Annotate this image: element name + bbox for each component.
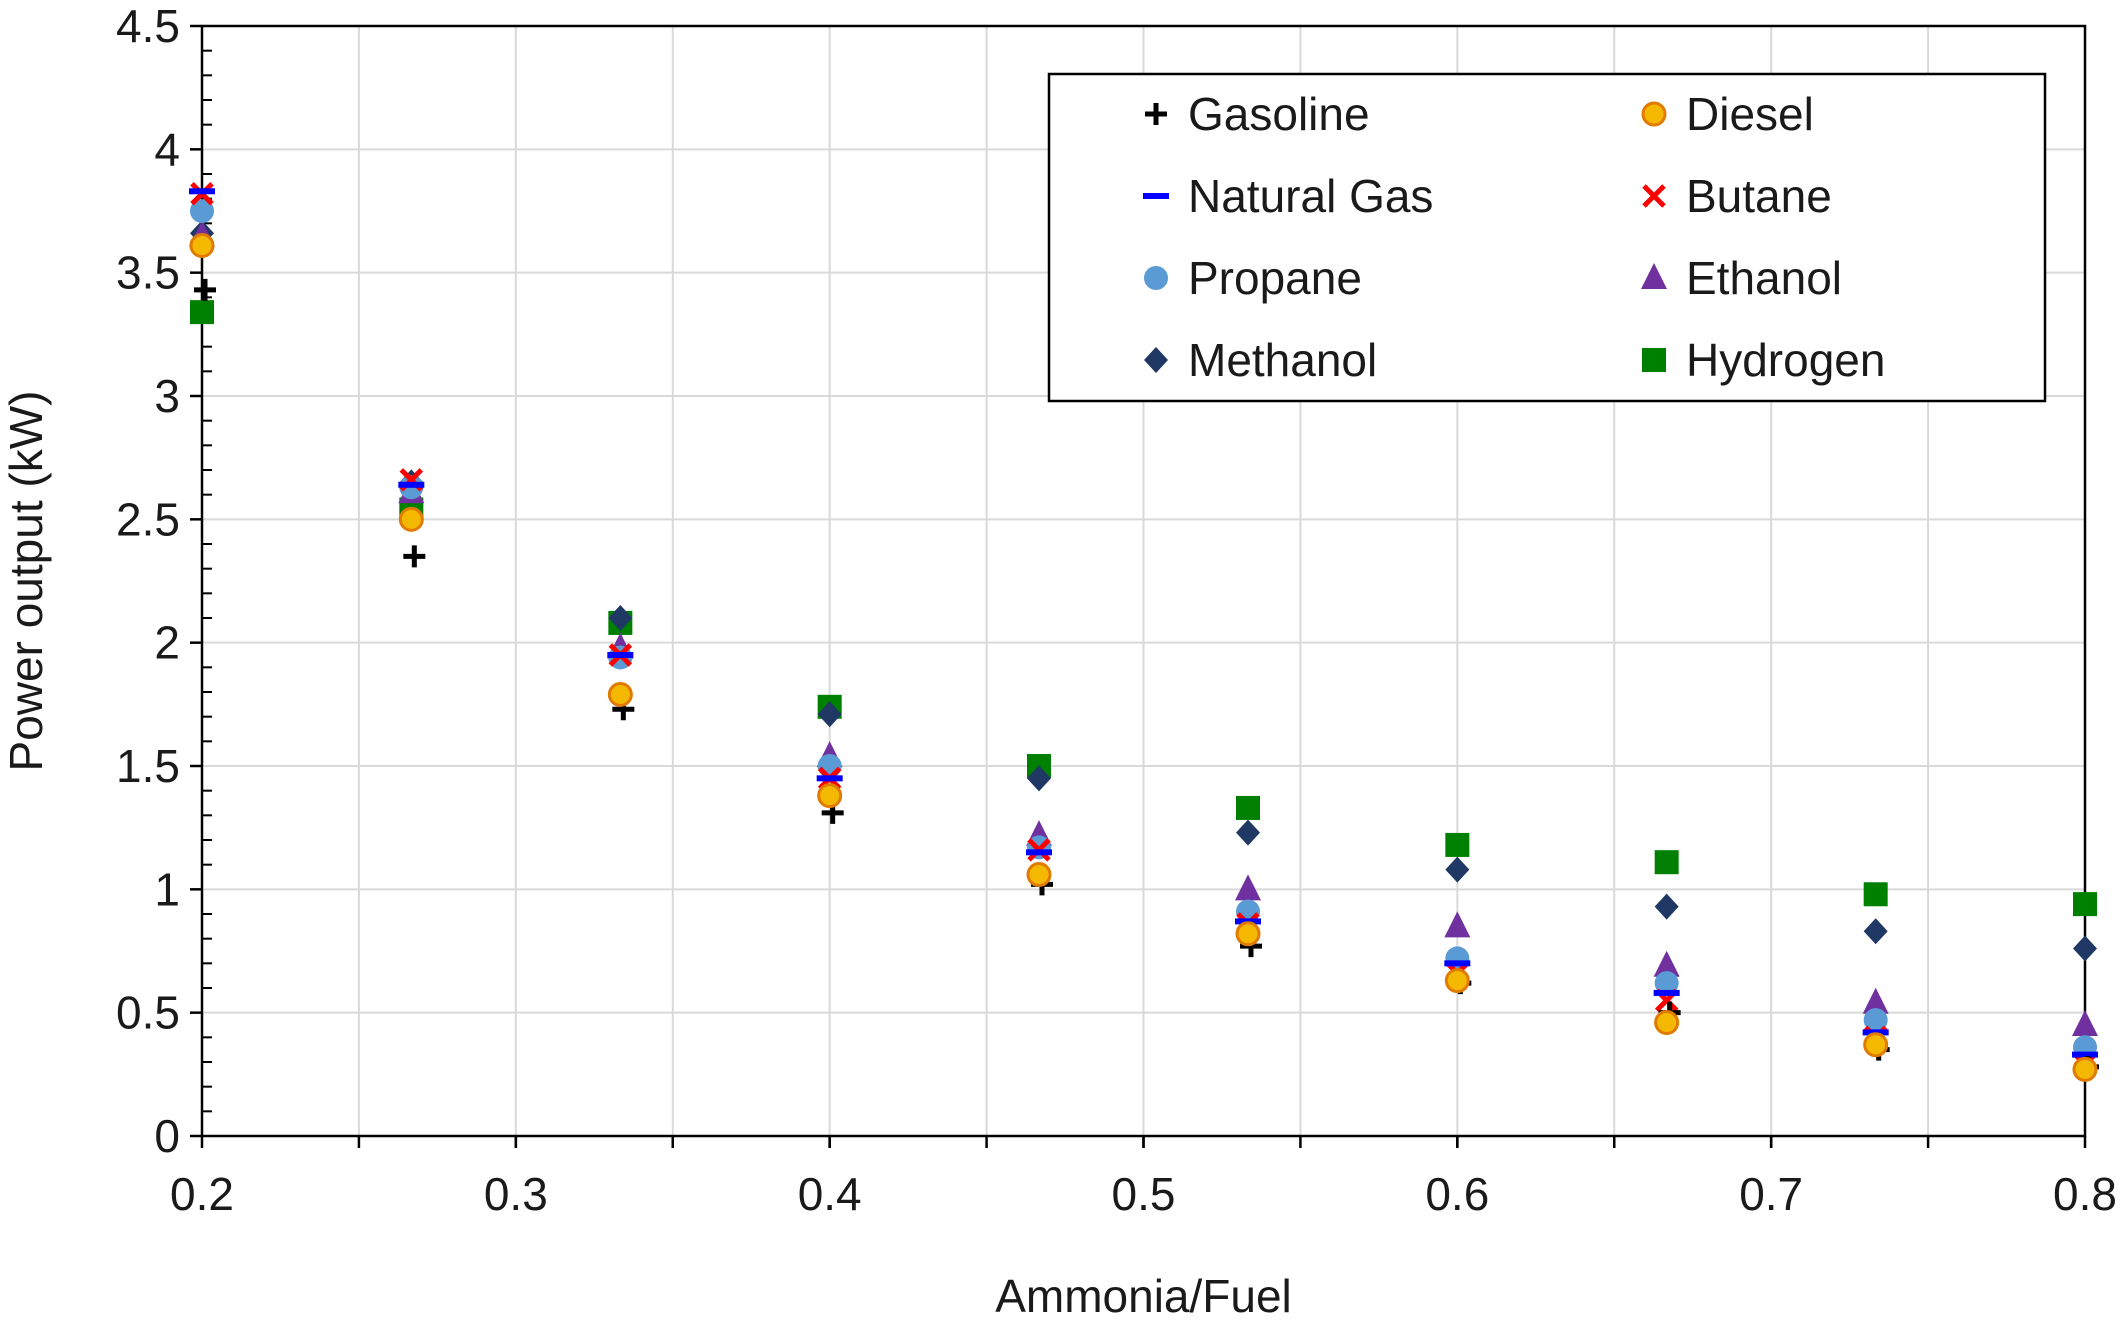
data-point (2073, 892, 2097, 917)
legend-item: Propane (1144, 252, 1362, 304)
legend-label: Propane (1188, 252, 1362, 304)
data-point (1444, 960, 1471, 967)
series-diesel (189, 233, 2098, 1082)
data-point (403, 545, 426, 568)
axis-ticks: 0 0.5 1 1.5 2 2.5 3 3.5 4 4.5 0.2 0.3 0.4 0.5 0.6 0.7 0.… (116, 0, 2117, 1220)
legend-marker (1145, 103, 1167, 125)
legend-label: Butane (1686, 170, 1832, 222)
x-tick-label: 0.6 (1425, 1168, 1489, 1220)
data-point (2072, 1010, 2098, 1036)
data-point (1654, 1010, 1680, 1036)
y-axis-title: Power output (kW) (0, 391, 52, 772)
data-point (189, 188, 215, 195)
legend-marker (1642, 348, 1666, 372)
data-point (190, 199, 214, 223)
legend-label: Ethanol (1686, 252, 1842, 304)
data-point (1863, 1008, 1888, 1033)
data-point (1654, 893, 1679, 920)
legend-item: Ethanol (1641, 252, 1842, 304)
data-point (607, 652, 634, 658)
data-point (1863, 918, 1888, 945)
data-point (1862, 987, 1889, 1014)
data-point (1654, 971, 1679, 996)
data-point (2072, 1056, 2098, 1082)
y-tick-label: 2 (154, 617, 180, 669)
data-point (1653, 989, 1680, 996)
legend-item: Gasoline (1145, 88, 1370, 140)
x-tick-label: 0.8 (2053, 1168, 2117, 1220)
y-tick-label: 0 (154, 1110, 180, 1162)
data-point (1444, 911, 1471, 938)
data-point (1025, 849, 1052, 856)
data-point (1863, 1032, 1889, 1058)
data-points (189, 181, 2099, 1082)
legend-marker (1143, 193, 1169, 199)
data-point (817, 783, 843, 809)
data-point (1653, 950, 1680, 977)
y-tick-label: 3 (154, 370, 180, 422)
legend-label: Diesel (1686, 88, 1814, 140)
x-tick-label: 0.2 (170, 1168, 234, 1220)
legend-marker (1144, 347, 1168, 373)
x-axis-title: Ammonia/Fuel (995, 1270, 1292, 1322)
y-tick-label: 3.5 (116, 247, 180, 299)
data-point (1236, 795, 1261, 820)
data-point (1235, 874, 1262, 901)
data-point (1445, 832, 1470, 857)
x-tick-label: 0.3 (484, 1168, 548, 1220)
data-point (1863, 882, 1888, 907)
y-tick-label: 1.5 (116, 740, 180, 792)
data-point (398, 481, 425, 488)
data-point (190, 300, 214, 325)
legend-item: Natural Gas (1143, 170, 1433, 222)
data-point (1445, 856, 1470, 883)
data-point (398, 506, 424, 532)
legend-label: Natural Gas (1188, 170, 1433, 222)
legend-label: Methanol (1188, 334, 1377, 386)
data-point (1026, 765, 1051, 792)
y-tick-label: 4.5 (116, 0, 180, 52)
x-tick-label: 0.5 (1112, 1168, 1176, 1220)
legend-box (1047, 72, 2047, 403)
legend-label: Hydrogen (1686, 334, 1885, 386)
legend-marker (1144, 266, 1168, 290)
data-point (189, 233, 215, 259)
data-point (1444, 968, 1470, 994)
legend-label: Gasoline (1188, 88, 1370, 140)
data-point (1654, 850, 1679, 875)
data-point (607, 681, 633, 707)
data-point (2072, 1051, 2098, 1058)
data-point (817, 701, 842, 728)
data-point (1236, 819, 1261, 846)
data-point (2073, 935, 2097, 962)
legend-marker (1641, 101, 1667, 127)
y-tick-label: 1 (154, 863, 180, 915)
data-point (816, 775, 843, 782)
data-point (194, 278, 216, 301)
legend-marker (1642, 184, 1666, 208)
x-tick-label: 0.7 (1739, 1168, 1803, 1220)
data-point (1235, 921, 1261, 947)
legend-item: Hydrogen (1642, 334, 1885, 386)
y-tick-label: 0.5 (116, 987, 180, 1039)
data-point (817, 754, 842, 778)
legend: Gasoline Diesel Natural Gas Butane Propane Et… (1047, 72, 2047, 403)
legend-item: Diesel (1641, 88, 1814, 140)
legend-marker (1641, 263, 1667, 289)
data-point (1026, 862, 1052, 888)
x-tick-label: 0.4 (798, 1168, 862, 1220)
y-tick-label: 4 (154, 123, 180, 175)
y-tick-label: 2.5 (116, 493, 180, 545)
data-point (608, 605, 633, 631)
legend-item: Methanol (1144, 334, 1377, 386)
legend-item: Butane (1642, 170, 1832, 222)
